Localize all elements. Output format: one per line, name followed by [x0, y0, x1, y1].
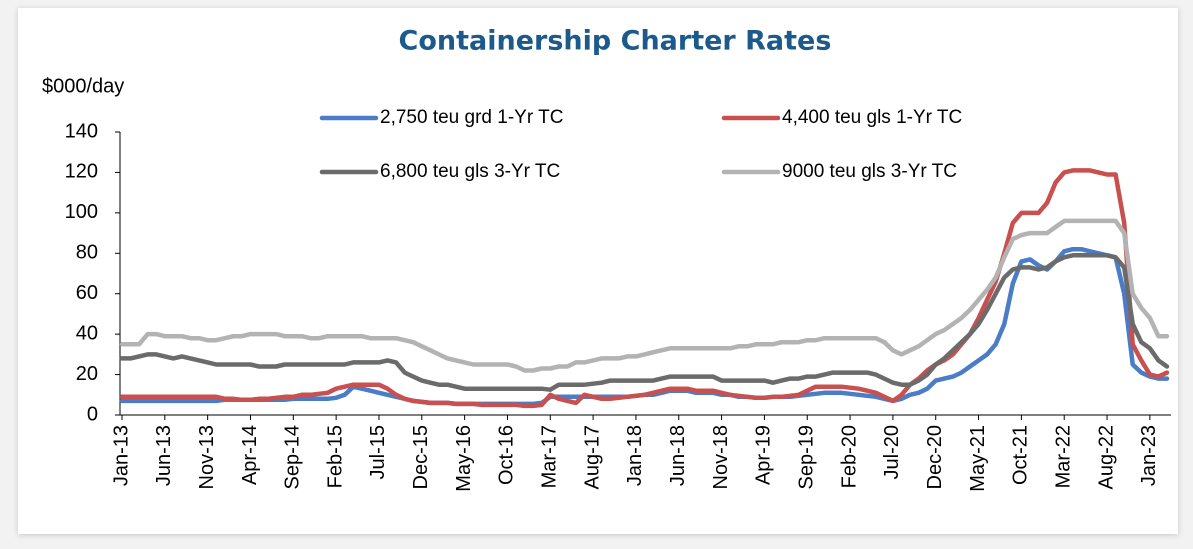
x-tick-label: May-21	[967, 425, 989, 492]
y-tick-label: 60	[76, 282, 98, 304]
series-line	[119, 168, 1170, 409]
chart-title: Containership Charter Rates	[399, 26, 832, 57]
legend-label: 9000 teu gls 3-Yr TC	[782, 161, 957, 182]
x-tick-label: Mar-17	[539, 425, 561, 488]
x-tick-label: Jan-13	[110, 425, 132, 486]
legend-label: 2,750 teu grd 1-Yr TC	[380, 107, 563, 128]
y-tick-label: 40	[76, 322, 98, 344]
x-tick-label: Aug-22	[1095, 425, 1117, 490]
x-tick-label: Sep-14	[282, 425, 304, 490]
series-line	[119, 253, 1170, 392]
x-tick-label: Nov-18	[710, 425, 732, 489]
x-tick-label: Feb-20	[838, 425, 860, 488]
x-tick-label: May-16	[453, 425, 475, 492]
x-tick-label: Jul-15	[367, 425, 389, 479]
x-tick-label: Jun-18	[667, 425, 689, 486]
x-tick-label: Dec-15	[410, 425, 432, 489]
legend-label: 4,400 teu gls 1-Yr TC	[782, 107, 962, 128]
x-tick-label: Jun-13	[153, 425, 175, 486]
x-tick-label: Nov-13	[196, 425, 218, 489]
x-tick-label: Oct-16	[496, 425, 518, 485]
x-tick-label: Aug-17	[581, 425, 603, 490]
x-tick-label: Feb-15	[324, 425, 346, 488]
y-axis-label: $000/day	[42, 75, 124, 97]
y-tick-label: 140	[65, 120, 98, 142]
x-tick-label: Apr-14	[239, 425, 261, 485]
y-tick-label: 80	[76, 242, 98, 264]
x-tick-label: Dec-20	[924, 425, 946, 489]
y-tick-label: 0	[87, 403, 98, 425]
x-tick-label: Mar-22	[1052, 425, 1074, 488]
y-tick-label: 120	[65, 161, 98, 183]
legend-label: 6,800 teu gls 3-Yr TC	[380, 161, 560, 182]
x-tick-label: Jul-20	[881, 425, 903, 479]
y-tick-label: 100	[65, 201, 98, 223]
x-tick-label: Sep-19	[796, 425, 818, 490]
card	[18, 8, 1178, 534]
series-line	[119, 218, 1170, 373]
x-tick-label: Apr-19	[753, 425, 775, 485]
x-tick-label: Jan-18	[624, 425, 646, 486]
x-tick-label: Jan-23	[1138, 425, 1160, 486]
x-tick-label: Oct-21	[1010, 425, 1032, 485]
y-tick-label: 20	[76, 363, 98, 385]
